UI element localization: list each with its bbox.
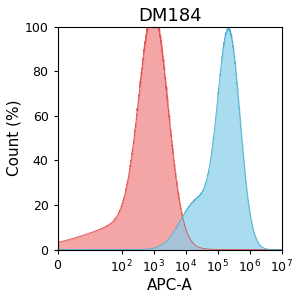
Y-axis label: Count (%): Count (%): [7, 100, 22, 176]
X-axis label: APC-A: APC-A: [147, 278, 193, 293]
Title: DM184: DM184: [138, 7, 201, 25]
